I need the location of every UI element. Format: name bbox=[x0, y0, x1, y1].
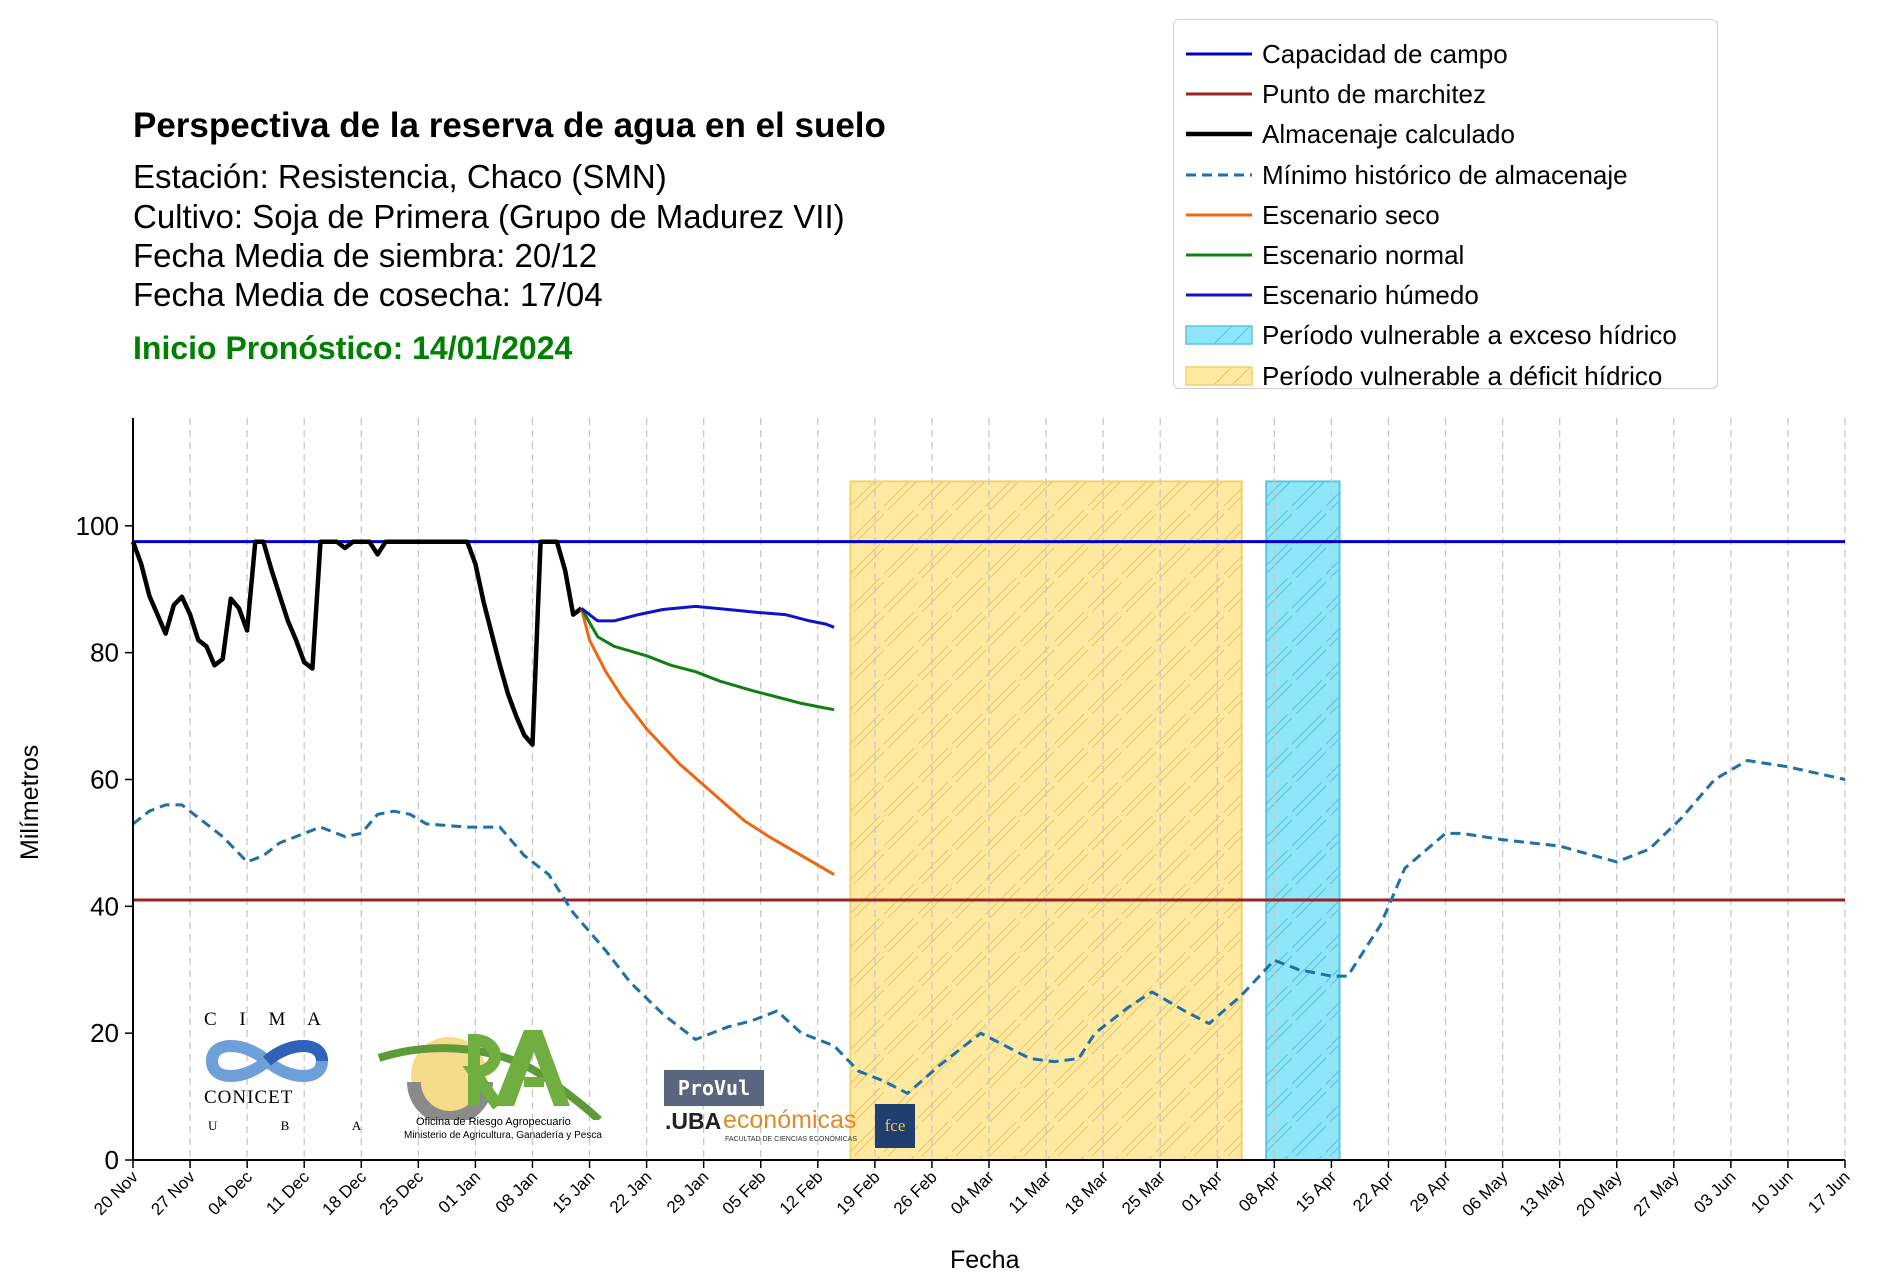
legend-swatch bbox=[1186, 173, 1252, 177]
x-tick-label: 06 May bbox=[1459, 1167, 1512, 1220]
legend-item: Escenario húmedo bbox=[1174, 275, 1717, 315]
y-tick-label: 100 bbox=[76, 511, 119, 541]
legend: Capacidad de campo Punto de marchitez Alma… bbox=[1173, 19, 1718, 391]
axes bbox=[125, 418, 1846, 1168]
x-tick-label: 19 Feb bbox=[833, 1167, 884, 1218]
x-tick-label: 08 Jan bbox=[492, 1167, 542, 1217]
exceso-period-band-hatch bbox=[1266, 481, 1340, 1160]
x-tick-label: 01 Jan bbox=[435, 1167, 485, 1217]
fce-caption: FACULTAD DE CIENCIAS ECONÓMICAS bbox=[725, 1136, 857, 1143]
cima-letters: C I M A bbox=[204, 1009, 330, 1030]
x-tick-label: 15 Jan bbox=[549, 1167, 599, 1217]
x-tick-label: 22 Apr bbox=[1349, 1167, 1397, 1215]
x-tick-labels: 20 Nov 27 Nov 04 Dec 11 Dec 18 Dec 25 Dec 01 J… bbox=[90, 1167, 1854, 1220]
x-tick-label: 29 Apr bbox=[1406, 1167, 1454, 1215]
x-tick-label: 01 Apr bbox=[1178, 1167, 1226, 1215]
x-tick-label: 29 Jan bbox=[663, 1167, 713, 1217]
legend-label: Punto de marchitez bbox=[1262, 79, 1487, 110]
x-tick-label: 17 Jun bbox=[1804, 1167, 1854, 1217]
series-lines bbox=[130, 539, 1846, 1095]
legend-label: Mínimo histórico de almacenaje bbox=[1262, 159, 1628, 190]
chart-title: Perspectiva de la reserva de agua en el … bbox=[133, 106, 886, 145]
infinity-icon bbox=[205, 1040, 329, 1082]
y-axis-label: Milímetros bbox=[16, 744, 44, 860]
legend-item: Mínimo histórico de almacenaje bbox=[1174, 155, 1717, 195]
x-tick-label: 18 Dec bbox=[319, 1167, 371, 1219]
legend-swatch bbox=[1186, 213, 1252, 217]
y-tick-label: 60 bbox=[90, 764, 119, 794]
x-tick-label: 22 Jan bbox=[606, 1167, 656, 1217]
sowing-date-label: Fecha Media de siembra: 20/12 bbox=[133, 237, 598, 274]
x-tick-label: 25 Mar bbox=[1118, 1167, 1169, 1218]
legend-item: Capacidad de campo bbox=[1174, 34, 1717, 74]
x-tick-label: 05 Feb bbox=[719, 1167, 770, 1218]
legend-label: Escenario seco bbox=[1262, 199, 1440, 230]
provul-badge: ProVul bbox=[664, 1070, 764, 1106]
seco-series-line bbox=[579, 607, 835, 876]
x-tick-label: 04 Dec bbox=[204, 1167, 256, 1219]
humedo-series-line bbox=[580, 604, 835, 629]
x-tick-label: 27 Nov bbox=[147, 1167, 199, 1219]
x-tick-label: 10 Jun bbox=[1747, 1167, 1797, 1217]
legend-label: Período vulnerable a exceso hídrico bbox=[1262, 320, 1677, 351]
normal-series-line bbox=[580, 607, 835, 712]
x-tick-label: 03 Jun bbox=[1690, 1167, 1740, 1217]
x-tick-label: 11 Mar bbox=[1005, 1167, 1055, 1217]
legend-label: Almacenaje calculado bbox=[1262, 119, 1515, 150]
legend-item: Escenario seco bbox=[1174, 195, 1717, 235]
minimo-series-line bbox=[132, 759, 1846, 1095]
y-tick-label: 20 bbox=[90, 1018, 119, 1048]
x-tick-label: 15 Apr bbox=[1292, 1167, 1340, 1215]
provul-uba-economicas-logo: ProVul .UBA económicas FACULTAD DE CIENC… bbox=[661, 1060, 921, 1152]
legend-swatch bbox=[1186, 52, 1252, 56]
x-tick-label: 04 Mar bbox=[947, 1167, 998, 1218]
x-axis-label: Fecha bbox=[950, 1246, 1020, 1274]
x-tick-label: 27 May bbox=[1630, 1167, 1683, 1220]
ora-emblem-icon bbox=[377, 1030, 602, 1125]
almacenaje-series-line bbox=[130, 539, 583, 747]
x-tick-label: 25 Dec bbox=[376, 1167, 428, 1219]
legend-swatch bbox=[1186, 132, 1252, 137]
x-tick-label: 11 Dec bbox=[262, 1167, 313, 1218]
fce-badge: fce bbox=[875, 1104, 915, 1148]
vulnerable-periods bbox=[849, 480, 1341, 1161]
cima-conicet-uba-logo: C I M A CONICET U B A bbox=[190, 1005, 361, 1140]
legend-label: Capacidad de campo bbox=[1262, 39, 1508, 69]
crop-label: Cultivo: Soja de Primera (Grupo de Madur… bbox=[133, 198, 845, 235]
y-tick-label: 80 bbox=[90, 638, 119, 668]
ora-caption-1: Oficina de Riesgo Agropecuario bbox=[416, 1116, 571, 1128]
forecast-start-label: Inicio Pronóstico: 14/01/2024 bbox=[133, 330, 573, 366]
legend-item: Período vulnerable a déficit hídrico bbox=[1174, 356, 1717, 396]
uba-prefix: .UBA bbox=[665, 1108, 722, 1134]
legend-item: Escenario normal bbox=[1174, 235, 1717, 275]
x-tick-label: 13 May bbox=[1516, 1167, 1569, 1220]
legend-label: Escenario normal bbox=[1262, 240, 1465, 270]
x-tick-label: 08 Apr bbox=[1235, 1167, 1283, 1215]
uba-letters: U B A bbox=[208, 1118, 392, 1133]
x-tick-label: 26 Feb bbox=[890, 1167, 941, 1218]
x-tick-label: 12 Feb bbox=[776, 1167, 827, 1218]
legend-item: Almacenaje calculado bbox=[1174, 114, 1717, 154]
harvest-date-label: Fecha Media de cosecha: 17/04 bbox=[133, 276, 603, 313]
economicas-text: económicas bbox=[723, 1106, 857, 1134]
ora-logo: Oficina de Riesgo Agropecuario Ministeri… bbox=[374, 1020, 624, 1155]
legend-swatch bbox=[1185, 365, 1253, 386]
y-tick-label: 40 bbox=[90, 891, 119, 921]
legend-swatch bbox=[1186, 293, 1252, 297]
legend-item: Punto de marchitez bbox=[1174, 74, 1717, 114]
station-label: Estación: Resistencia, Chaco (SMN) bbox=[133, 158, 667, 195]
legend-item: Período vulnerable a exceso hídrico bbox=[1174, 315, 1717, 355]
x-tick-label: 18 Mar bbox=[1061, 1167, 1112, 1218]
legend-swatch bbox=[1186, 253, 1252, 257]
y-tick-labels: 0 20 40 60 80 100 bbox=[76, 511, 119, 1175]
conicet-text: CONICET bbox=[204, 1087, 294, 1108]
legend-label: Escenario húmedo bbox=[1262, 280, 1479, 311]
legend-swatch bbox=[1186, 92, 1252, 96]
legend-swatch bbox=[1185, 325, 1253, 346]
x-tick-label: 20 May bbox=[1573, 1167, 1626, 1220]
y-tick-label: 0 bbox=[105, 1145, 119, 1175]
legend-label: Período vulnerable a déficit hídrico bbox=[1262, 360, 1663, 391]
ora-caption-2: Ministerio de Agricultura, Ganadería y P… bbox=[404, 1130, 602, 1141]
